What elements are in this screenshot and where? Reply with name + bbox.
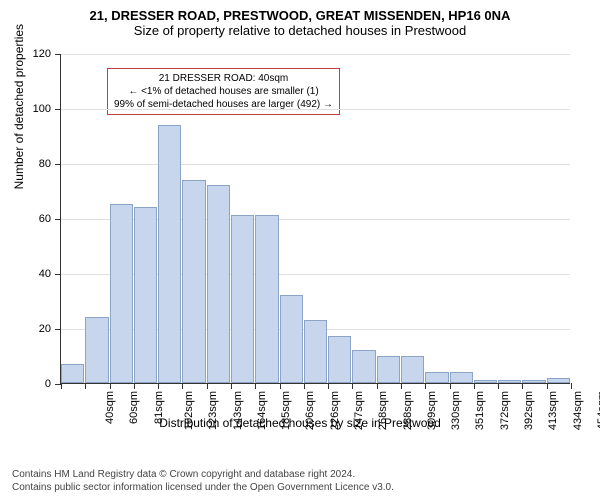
x-tick	[61, 383, 62, 389]
chart-container: Number of detached properties 21 DRESSER…	[0, 44, 600, 434]
histogram-bar	[158, 125, 181, 384]
grid-line	[61, 54, 570, 55]
histogram-bar	[328, 336, 351, 383]
x-tick	[547, 383, 548, 389]
x-tick	[255, 383, 256, 389]
x-tick	[207, 383, 208, 389]
x-tick	[498, 383, 499, 389]
x-tick	[134, 383, 135, 389]
x-tick	[280, 383, 281, 389]
y-tick	[55, 274, 61, 275]
histogram-bar	[474, 380, 497, 383]
y-tick	[55, 219, 61, 220]
histogram-bar	[280, 295, 303, 383]
x-tick	[474, 383, 475, 389]
y-tick	[55, 54, 61, 55]
x-tick	[571, 383, 572, 389]
histogram-bar	[547, 378, 570, 384]
histogram-bar	[450, 372, 473, 383]
histogram-bar	[110, 204, 133, 383]
x-tick	[158, 383, 159, 389]
histogram-bar	[61, 364, 84, 383]
y-tick-label: 40	[39, 268, 51, 280]
histogram-bar	[377, 356, 400, 384]
histogram-bar	[352, 350, 375, 383]
histogram-bar	[255, 215, 278, 383]
y-tick	[55, 109, 61, 110]
x-tick	[304, 383, 305, 389]
footer-line1: Contains HM Land Registry data © Crown c…	[12, 468, 394, 481]
histogram-bar	[304, 320, 327, 383]
x-tick	[328, 383, 329, 389]
x-tick	[377, 383, 378, 389]
histogram-bar	[85, 317, 108, 383]
annotation-line2: ← <1% of detached houses are smaller (1)	[114, 85, 333, 98]
x-axis-title: Distribution of detached houses by size …	[0, 416, 600, 430]
x-tick	[85, 383, 86, 389]
histogram-bar	[425, 372, 448, 383]
y-tick-label: 0	[45, 378, 51, 390]
x-tick	[110, 383, 111, 389]
y-tick	[55, 329, 61, 330]
y-tick-label: 120	[33, 48, 51, 60]
y-tick	[55, 164, 61, 165]
y-axis-title: Number of detached properties	[12, 24, 26, 189]
x-tick	[401, 383, 402, 389]
histogram-bar	[182, 180, 205, 384]
histogram-plot: 21 DRESSER ROAD: 40sqm ← <1% of detached…	[60, 54, 570, 384]
x-tick	[182, 383, 183, 389]
annotation-line1: 21 DRESSER ROAD: 40sqm	[114, 72, 333, 85]
x-tick	[231, 383, 232, 389]
footer-line2: Contains public sector information licen…	[12, 481, 394, 494]
histogram-bar	[134, 207, 157, 383]
footer-attribution: Contains HM Land Registry data © Crown c…	[12, 468, 394, 494]
page-title-address: 21, DRESSER ROAD, PRESTWOOD, GREAT MISSE…	[0, 0, 600, 23]
grid-line	[61, 164, 570, 165]
histogram-bar	[401, 356, 424, 384]
y-tick-label: 60	[39, 213, 51, 225]
x-tick	[425, 383, 426, 389]
page-title-sub: Size of property relative to detached ho…	[0, 23, 600, 44]
x-tick	[522, 383, 523, 389]
y-tick-label: 80	[39, 158, 51, 170]
y-tick-label: 100	[33, 103, 51, 115]
histogram-bar	[522, 380, 545, 383]
annotation-box: 21 DRESSER ROAD: 40sqm ← <1% of detached…	[107, 68, 340, 115]
histogram-bar	[231, 215, 254, 383]
y-tick-label: 20	[39, 323, 51, 335]
grid-line	[61, 109, 570, 110]
histogram-bar	[207, 185, 230, 383]
x-tick	[352, 383, 353, 389]
histogram-bar	[498, 380, 521, 383]
x-tick	[450, 383, 451, 389]
